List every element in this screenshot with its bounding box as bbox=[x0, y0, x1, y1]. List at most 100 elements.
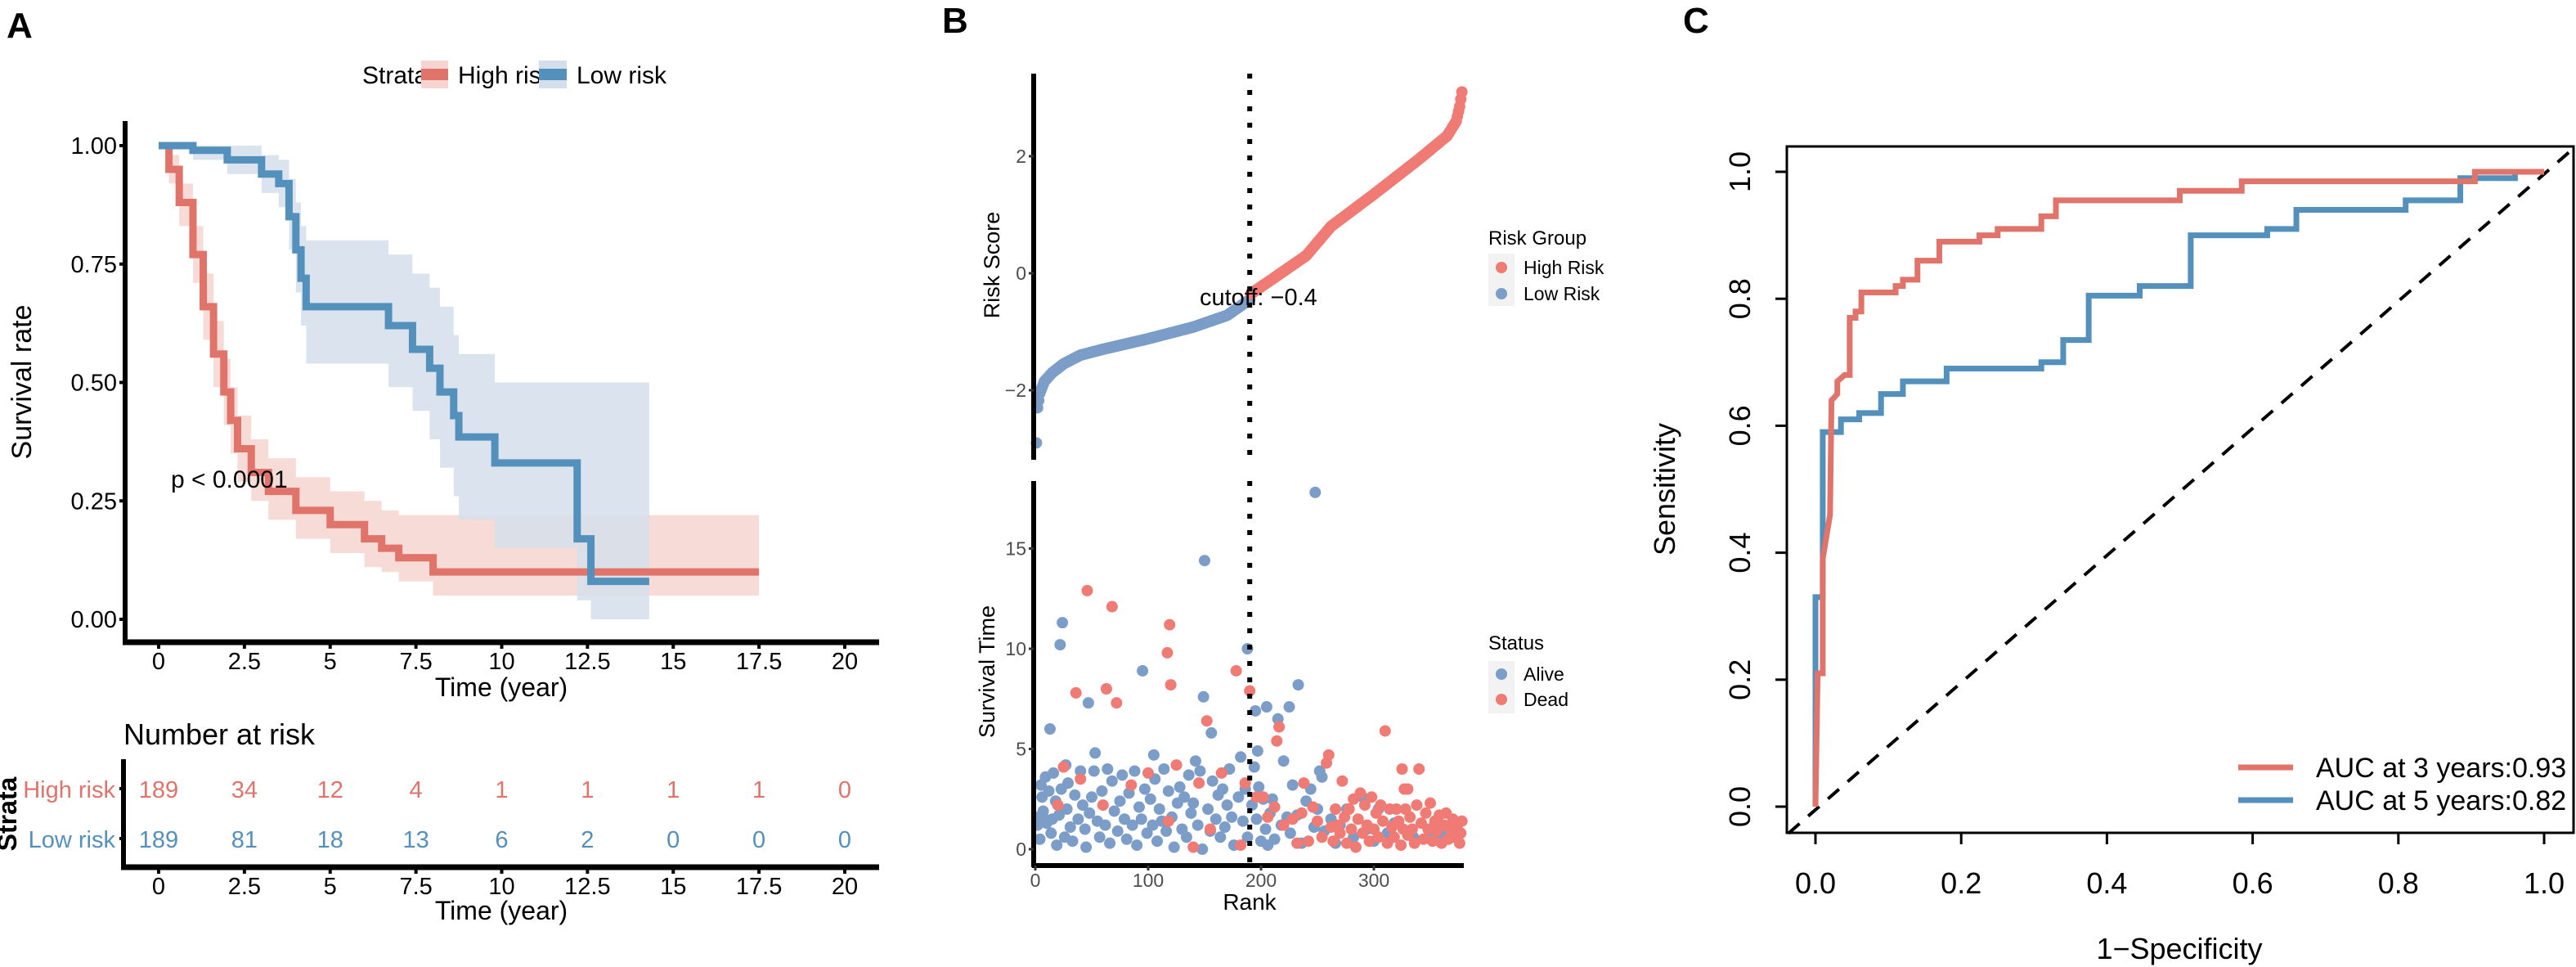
rank-x-label: Rank bbox=[1223, 889, 1277, 915]
survival-point-dead bbox=[1422, 823, 1434, 835]
survival-point-dead bbox=[1426, 835, 1438, 848]
risk-table-cell: 1 bbox=[666, 777, 680, 803]
survival-point-dead bbox=[1204, 823, 1216, 835]
survival-time-y-tick-label: 15 bbox=[1005, 538, 1026, 560]
survival-point-alive bbox=[1153, 803, 1165, 815]
survival-point-alive bbox=[1221, 799, 1233, 812]
survival-point-dead bbox=[1298, 777, 1310, 789]
survival-point-dead bbox=[1257, 791, 1269, 803]
survival-point-alive bbox=[1062, 777, 1075, 789]
panel-label-a: A bbox=[7, 6, 33, 46]
km-y-tick-label: 0.50 bbox=[71, 371, 117, 397]
survival-point-dead bbox=[1343, 803, 1355, 815]
survival-point-dead bbox=[1187, 841, 1200, 853]
survival-point-dead bbox=[1075, 773, 1087, 785]
risk-table-cell: 2 bbox=[581, 827, 594, 853]
survival-point-alive bbox=[1099, 819, 1111, 831]
survival-point-alive bbox=[1147, 749, 1160, 761]
survival-point-dead bbox=[1262, 811, 1274, 823]
roc-y-tick-label: 0.6 bbox=[1723, 405, 1757, 446]
survival-point-alive bbox=[1162, 785, 1174, 797]
risk-table-cell: 0 bbox=[838, 777, 851, 803]
survival-point-alive bbox=[1206, 775, 1218, 787]
survival-point-dead bbox=[1404, 811, 1416, 823]
survival-point-dead bbox=[1388, 831, 1400, 843]
survival-point-alive bbox=[1111, 825, 1124, 837]
survival-point-dead bbox=[1349, 841, 1362, 853]
survival-point-alive bbox=[1196, 843, 1209, 855]
survival-point-dead bbox=[1100, 683, 1112, 695]
km-plot: Strata High risk Low risk 0.00 0.25 0.50 0.… bbox=[7, 61, 879, 702]
risk-table-x-label: Time (year) bbox=[435, 896, 568, 925]
km-legend-swatch-low bbox=[539, 69, 567, 80]
survival-point-alive bbox=[1086, 791, 1097, 803]
risk-table-y-label: Strata bbox=[0, 776, 22, 851]
km-y-tick-label: 1.00 bbox=[71, 133, 117, 160]
roc-diagonal-reference bbox=[1787, 146, 2575, 835]
survival-point-alive bbox=[1045, 827, 1057, 839]
km-ci-band-high-risk bbox=[159, 146, 760, 596]
survival-point-alive bbox=[1199, 555, 1210, 567]
survival-point-dead bbox=[1363, 835, 1376, 848]
survival-point-alive bbox=[1151, 835, 1164, 848]
survival-point-dead bbox=[1286, 813, 1299, 825]
survival-point-alive bbox=[1120, 833, 1133, 845]
survival-point-alive bbox=[1268, 833, 1281, 845]
survival-point-dead bbox=[1312, 815, 1323, 827]
survival-point-alive bbox=[1174, 781, 1186, 794]
risk-table-cell: 12 bbox=[317, 777, 343, 803]
km-curve-low-risk bbox=[159, 142, 649, 586]
roc-x-tick-label: 0.0 bbox=[1795, 866, 1836, 900]
survival-point-dead bbox=[1453, 837, 1465, 849]
survival-point-alive bbox=[1052, 809, 1065, 821]
survival-point-alive bbox=[1183, 769, 1195, 781]
km-x-tick-label: 15 bbox=[660, 649, 686, 675]
survival-point-alive bbox=[1192, 819, 1204, 831]
survival-point-alive bbox=[1185, 807, 1197, 819]
risk-table-title: Number at risk bbox=[123, 717, 316, 751]
roc-y-tick-label: 0.0 bbox=[1723, 786, 1757, 827]
status-legend-alive-dot bbox=[1496, 668, 1507, 680]
survival-point-alive bbox=[1316, 771, 1328, 783]
survival-time-y-tick-label: 0 bbox=[1016, 839, 1026, 860]
survival-point-alive bbox=[1158, 763, 1170, 775]
survival-point-alive bbox=[1251, 744, 1263, 757]
survival-point-dead bbox=[1372, 831, 1384, 843]
panel-label-b: B bbox=[942, 1, 968, 41]
risk-table-cell: 0 bbox=[838, 827, 851, 853]
risk-table-cell: 13 bbox=[402, 827, 429, 853]
survival-point-alive bbox=[1187, 797, 1200, 809]
survival-point-dead bbox=[1111, 697, 1123, 709]
survival-point-dead bbox=[1164, 618, 1176, 631]
survival-point-alive bbox=[1284, 827, 1296, 839]
risk-group-legend-high: High Risk bbox=[1524, 257, 1604, 278]
survival-point-dead bbox=[1215, 767, 1227, 779]
risk-table-x-tick-label: 10 bbox=[488, 874, 514, 900]
survival-point-alive bbox=[1147, 819, 1159, 831]
risk-table-x-tick-label: 0 bbox=[152, 874, 165, 900]
risk-table-cell: 34 bbox=[231, 777, 258, 803]
survival-point-alive bbox=[1248, 761, 1260, 773]
survival-point-dead bbox=[1097, 799, 1109, 812]
risk-table-x-tick-label: 12.5 bbox=[564, 874, 610, 900]
cutoff-label: cutoff: −0.4 bbox=[1200, 285, 1317, 311]
survival-point-alive bbox=[1126, 819, 1138, 831]
risk-table-cell: 4 bbox=[410, 777, 423, 803]
risk-table-cell: 18 bbox=[317, 827, 343, 853]
risk-table-x-tick-label: 17.5 bbox=[736, 874, 782, 900]
survival-point-alive bbox=[1061, 803, 1073, 815]
roc-y-label: Sensitivity bbox=[1648, 423, 1681, 555]
survival-point-alive bbox=[1084, 807, 1096, 819]
risk-score-plot: −202 Risk Score cutoff: −0.4 Risk Group … bbox=[980, 74, 1604, 460]
survival-point-alive bbox=[1189, 755, 1201, 767]
rank-x-tick-label: 300 bbox=[1358, 870, 1389, 891]
km-x-tick-label: 5 bbox=[324, 649, 337, 675]
roc-x-label: 1−Specificity bbox=[2096, 932, 2262, 965]
km-x-tick-label: 17.5 bbox=[736, 649, 782, 675]
risk-table-cell: 189 bbox=[139, 827, 178, 853]
survival-point-alive bbox=[1043, 785, 1055, 797]
survival-point-alive bbox=[1137, 664, 1149, 677]
roc-legend-5y: AUC at 5 years:0.82 bbox=[2316, 785, 2566, 816]
survival-point-alive bbox=[1089, 747, 1102, 759]
roc-curve-5-years bbox=[1812, 169, 2544, 807]
